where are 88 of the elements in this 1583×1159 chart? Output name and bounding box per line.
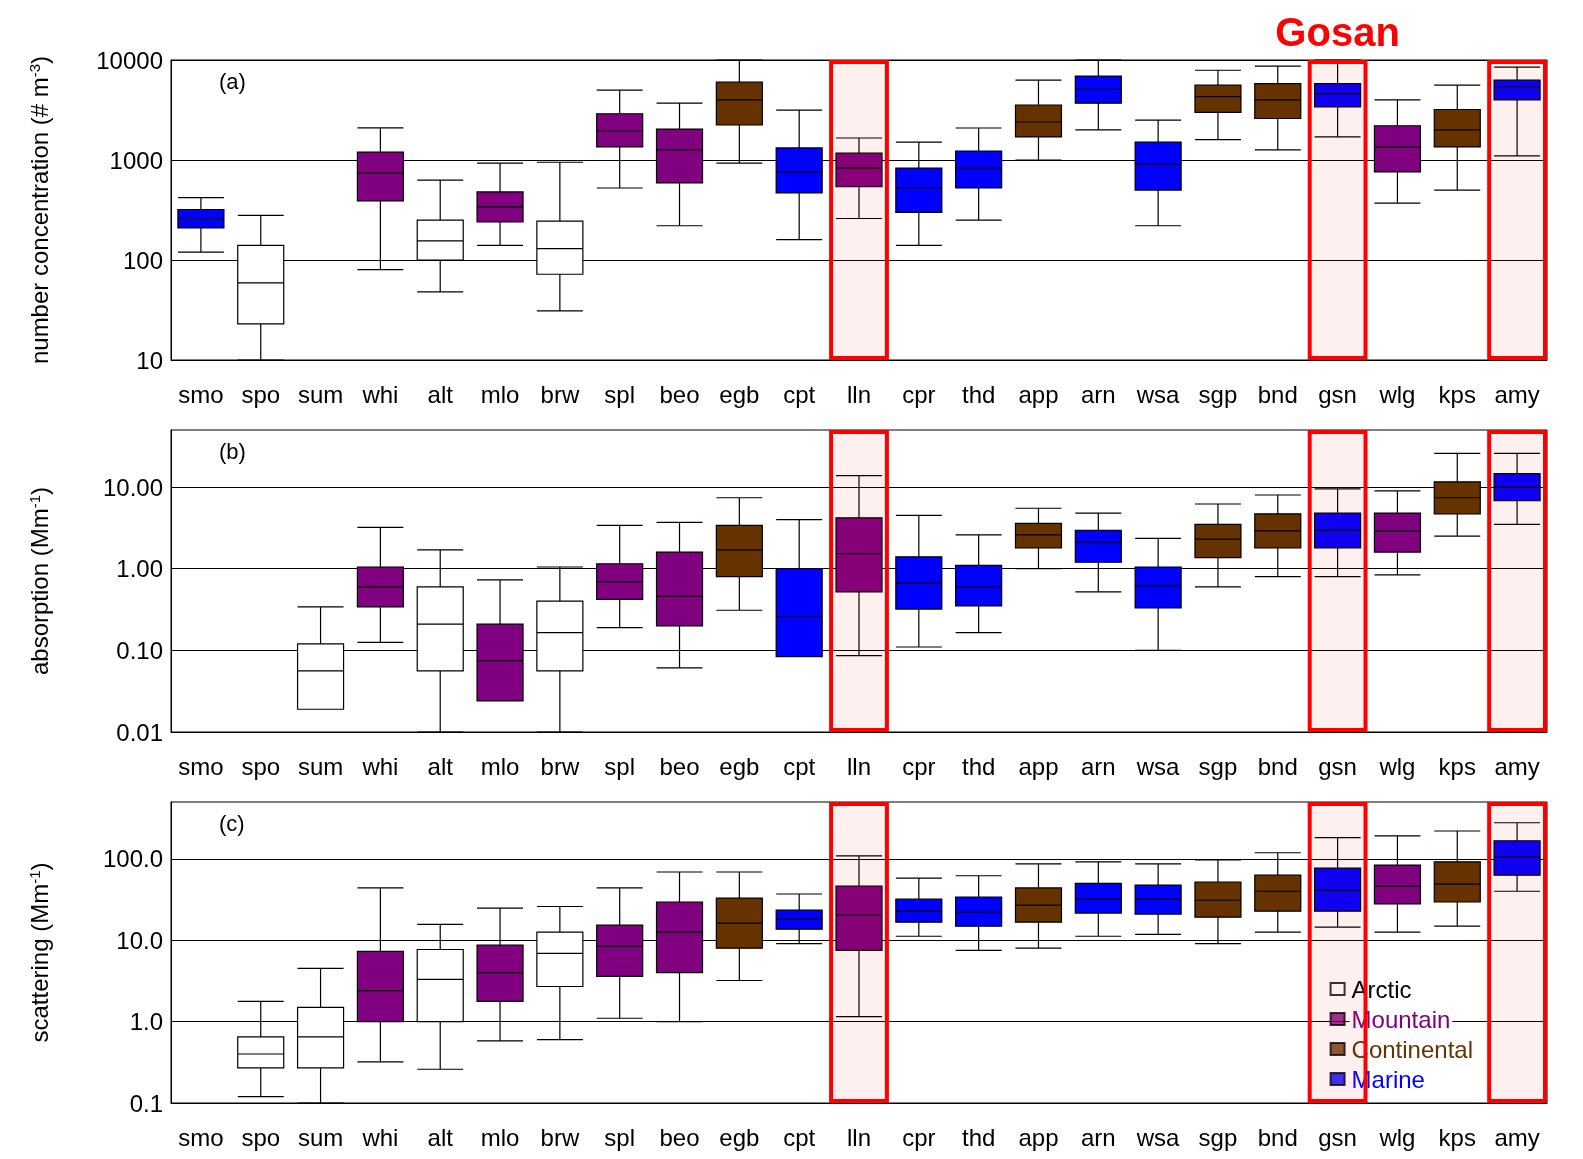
x-tick-label: kps xyxy=(1438,380,1476,408)
x-tick-label: bnd xyxy=(1257,752,1298,780)
x-tick-label: gsn xyxy=(1318,752,1357,780)
x-tick-label: lln xyxy=(846,380,872,408)
text: Gosan xyxy=(1275,10,1400,54)
x-tick-label: wlg xyxy=(1378,752,1416,780)
x-tick-label: cpt xyxy=(783,752,816,780)
x-tick-label: arn xyxy=(1080,752,1116,780)
x-tick-label: arn xyxy=(1080,1123,1116,1151)
x-tick-label: alt xyxy=(427,380,454,408)
x-tick-label: egb xyxy=(719,380,760,408)
y-axis-title: scattering (Mm-1) xyxy=(25,862,53,1043)
x-tick-label: spo xyxy=(241,1123,281,1151)
x-tick-label: spo xyxy=(241,752,281,780)
x-tick-label: gsn xyxy=(1318,1123,1357,1151)
x-tick-label: amy xyxy=(1494,752,1540,780)
y-tick-label: 0.1 xyxy=(129,1089,163,1117)
x-tick-label: egb xyxy=(719,752,760,780)
x-tick-label: cpt xyxy=(783,380,816,408)
annotation: (a) xyxy=(219,68,246,94)
annotation: (c) xyxy=(219,810,245,836)
x-tick-label: lln xyxy=(846,752,872,780)
x-tick-label: smo xyxy=(178,380,224,408)
x-tick-label: spl xyxy=(604,1123,636,1151)
x-tick-label: cpr xyxy=(902,380,936,408)
x-tick-label: kps xyxy=(1438,1123,1476,1151)
x-tick-label: wsa xyxy=(1135,752,1181,780)
x-tick-label: bnd xyxy=(1257,1123,1298,1151)
y-tick-label: 10000 xyxy=(96,46,163,74)
x-tick-label: whi xyxy=(361,752,399,780)
y-axis-title: number concentration (# m-3) xyxy=(25,55,53,365)
x-tick-label: sum xyxy=(297,1123,344,1151)
y-tick-label: 10.00 xyxy=(102,473,163,501)
x-tick-label: app xyxy=(1018,752,1059,780)
x-tick-label: beo xyxy=(659,1123,700,1151)
x-tick-label: thd xyxy=(961,380,996,408)
x-tick-label: smo xyxy=(178,752,224,780)
x-tick-label: wlg xyxy=(1378,1123,1416,1151)
x-tick-label: wlg xyxy=(1378,380,1416,408)
x-tick-label: spo xyxy=(241,380,281,408)
y-tick-label: 100.0 xyxy=(102,845,163,873)
y-axis-title: absorption (Mm-1) xyxy=(25,486,53,676)
x-tick-label: thd xyxy=(961,752,996,780)
y-tick-label: 0.01 xyxy=(116,718,163,746)
x-tick-label: kps xyxy=(1438,752,1476,780)
x-tick-label: bnd xyxy=(1257,380,1298,408)
x-tick-label: sum xyxy=(297,380,344,408)
x-tick-label: brw xyxy=(540,752,580,780)
x-tick-label: app xyxy=(1018,1123,1059,1151)
x-tick-label: brw xyxy=(540,380,580,408)
x-tick-label: arn xyxy=(1080,380,1116,408)
x-tick-label: cpt xyxy=(783,1123,816,1151)
x-tick-label: beo xyxy=(659,752,700,780)
x-tick-label: spl xyxy=(604,380,636,408)
x-tick-label: wsa xyxy=(1135,380,1181,408)
annotation: (b) xyxy=(219,438,246,464)
x-tick-label: gsn xyxy=(1318,380,1357,408)
x-tick-label: egb xyxy=(719,1123,760,1151)
x-tick-label: whi xyxy=(361,380,399,408)
x-tick-label: mlo xyxy=(480,380,520,408)
x-tick-label: whi xyxy=(361,1123,399,1151)
x-tick-label: amy xyxy=(1494,380,1540,408)
x-tick-label: sgp xyxy=(1198,380,1238,408)
x-tick-label: thd xyxy=(961,1123,996,1151)
y-tick-label: 1.0 xyxy=(129,1008,163,1036)
x-tick-label: brw xyxy=(540,1123,580,1151)
x-tick-label: cpr xyxy=(902,1123,936,1151)
y-tick-label: 1000 xyxy=(109,146,163,174)
x-tick-label: sgp xyxy=(1198,1123,1238,1151)
x-tick-label: smo xyxy=(178,1123,224,1151)
y-tick-label: 10.0 xyxy=(116,926,163,954)
x-tick-label: sgp xyxy=(1198,752,1238,780)
x-tick-label: app xyxy=(1018,380,1059,408)
y-tick-label: 0.10 xyxy=(116,636,163,664)
x-tick-label: sum xyxy=(297,752,344,780)
x-tick-label: alt xyxy=(427,1123,454,1151)
x-tick-label: mlo xyxy=(480,1123,520,1151)
x-tick-label: cpr xyxy=(902,752,936,780)
y-tick-label: 10 xyxy=(136,346,163,374)
x-tick-label: beo xyxy=(659,380,700,408)
x-tick-label: lln xyxy=(846,1123,872,1151)
y-tick-label: 1.00 xyxy=(116,555,163,583)
x-tick-label: wsa xyxy=(1135,1123,1181,1151)
x-tick-label: spl xyxy=(604,752,636,780)
x-tick-label: mlo xyxy=(480,752,520,780)
x-tick-label: amy xyxy=(1494,1123,1540,1151)
x-tick-label: alt xyxy=(427,752,454,780)
y-tick-label: 100 xyxy=(122,246,163,274)
